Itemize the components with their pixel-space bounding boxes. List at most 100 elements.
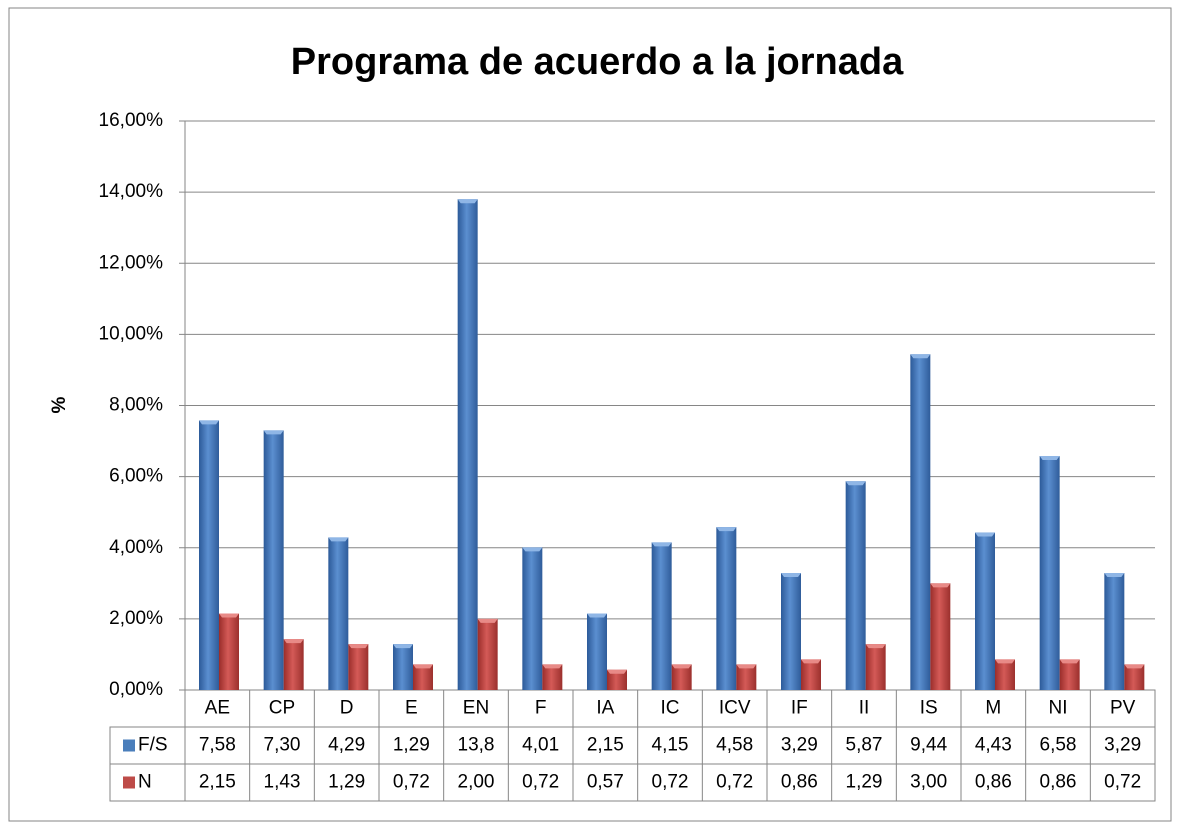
bar-cap	[1124, 664, 1145, 669]
table-value: 5,87	[846, 735, 883, 756]
bar-cap	[865, 644, 886, 649]
bar	[457, 199, 478, 691]
x-tick-label: IS	[920, 698, 938, 719]
bar-cap	[413, 664, 433, 669]
bar-cap	[219, 613, 239, 618]
x-tick-label: II	[859, 698, 870, 719]
x-tick-label: M	[985, 698, 1001, 719]
y-tick-label: 16,00%	[99, 110, 164, 131]
x-tick-label: ICV	[719, 698, 751, 719]
bar	[607, 669, 627, 690]
bar-cap	[910, 354, 931, 359]
table-value: 7,58	[199, 735, 236, 756]
table-value: 2,15	[199, 772, 236, 793]
bar	[716, 527, 737, 690]
x-tick-label: AE	[205, 698, 230, 719]
bar-cap	[801, 659, 821, 664]
y-tick-label: 12,00%	[99, 252, 164, 273]
bar	[651, 542, 672, 690]
table-value: 9,44	[910, 735, 947, 756]
bar-cap	[522, 547, 543, 552]
x-tick-label: IA	[596, 698, 614, 719]
table-value: 2,00	[458, 772, 495, 793]
table-value: 1,29	[328, 772, 365, 793]
x-tick-label: F	[535, 698, 547, 719]
bar-cap	[1104, 572, 1125, 577]
table-value: 0,72	[393, 772, 430, 793]
bar-cap	[671, 664, 692, 669]
y-axis-label: %	[49, 396, 70, 413]
x-tick-label: EN	[463, 698, 489, 719]
bar	[1039, 455, 1060, 690]
bar	[542, 664, 563, 690]
x-tick-label: NI	[1049, 698, 1068, 719]
table-value: 0,86	[1040, 772, 1077, 793]
bar-cap	[736, 664, 757, 669]
table-value: 2,15	[587, 735, 624, 756]
x-tick-label: E	[405, 698, 418, 719]
table-value: 4,43	[975, 735, 1012, 756]
bar	[671, 664, 692, 690]
bar-cap	[199, 420, 219, 425]
bar	[845, 481, 866, 690]
bar-cap	[477, 618, 498, 623]
bar-cap	[651, 542, 672, 547]
y-tick-label: 6,00%	[109, 466, 163, 487]
bar	[219, 613, 239, 690]
table-value: 0,72	[652, 772, 689, 793]
table-value: 4,01	[522, 735, 559, 756]
x-tick-label: D	[340, 698, 354, 719]
bar	[975, 532, 995, 690]
bar-cap	[781, 572, 801, 577]
table-value: 1,29	[393, 735, 430, 756]
y-tick-label: 10,00%	[99, 323, 164, 344]
x-tick-label: IF	[791, 698, 808, 719]
legend-key	[123, 739, 135, 752]
bar	[348, 644, 369, 690]
bar-cap	[587, 613, 607, 618]
bar-cap	[328, 537, 349, 542]
table-value: 6,58	[1040, 735, 1077, 756]
table-value: 13,8	[458, 735, 495, 756]
bar	[328, 537, 349, 690]
table-value: 1,43	[264, 772, 301, 793]
x-tick-label: CP	[269, 698, 295, 719]
table-value: 3,00	[910, 772, 947, 793]
y-tick-label: 14,00%	[99, 181, 164, 202]
bar	[865, 644, 886, 690]
bar-cap	[457, 199, 478, 204]
table-value: 3,29	[1104, 735, 1141, 756]
table-value: 1,29	[846, 772, 883, 793]
y-tick-label: 4,00%	[109, 537, 163, 558]
bar-cap	[995, 659, 1015, 664]
bar-cap	[975, 532, 995, 537]
table-value: 3,29	[781, 735, 818, 756]
y-tick-label: 0,00%	[109, 679, 163, 700]
bar	[910, 354, 931, 690]
y-tick-label: 2,00%	[109, 608, 163, 629]
x-tick-label: IC	[661, 698, 680, 719]
table-value: 4,29	[328, 735, 365, 756]
bar	[1104, 572, 1125, 690]
x-tick-label: PV	[1110, 698, 1136, 719]
table-value: 4,15	[652, 735, 689, 756]
bar	[413, 664, 433, 690]
bar-cap	[930, 583, 951, 588]
bar-cap	[283, 639, 304, 644]
bar-cap	[1039, 455, 1060, 460]
table-value: 0,72	[1104, 772, 1141, 793]
bar	[522, 547, 543, 690]
legend-label: N	[138, 772, 152, 793]
bar	[930, 583, 951, 690]
table-value: 0,86	[781, 772, 818, 793]
bar-cap	[845, 481, 866, 486]
bar-cap	[393, 644, 413, 649]
y-tick-label: 8,00%	[109, 395, 163, 416]
table-value: 0,86	[975, 772, 1012, 793]
bar-cap	[348, 644, 369, 649]
table-value: 4,58	[716, 735, 753, 756]
bar-cap	[716, 527, 737, 532]
table-value: 0,72	[522, 772, 559, 793]
bar	[1124, 664, 1145, 690]
